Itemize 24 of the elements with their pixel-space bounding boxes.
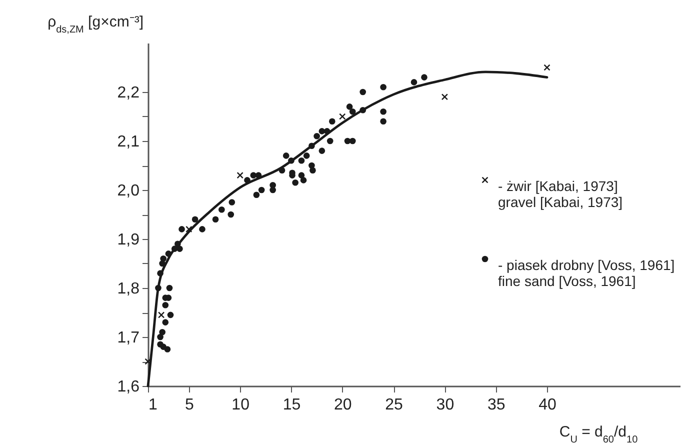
y-tick-label: 2,2 [117,84,140,102]
x-tick-label: 1 [148,396,158,414]
legend-label: - piasek drobny [Voss, 1961] fine sand [Voss, 1961] [498,257,675,289]
y-tick-label: 2,0 [117,182,140,200]
x-tick-label: 40 [538,396,556,414]
point [236,172,244,178]
x-tick-label: 5 [184,396,194,414]
y-tick-label: 1,6 [117,378,140,396]
point [339,113,346,120]
x-tick-label: 15 [282,396,301,414]
x-tick-label: 20 [334,396,352,414]
y-axis-title: ρ$_{ds,ZM}$ [g×cm⁻³] [48,14,144,35]
x-tick-label: 25 [385,396,404,414]
y-tick-label: 2,1 [117,134,140,150]
x-tick-label: 10 [232,396,250,414]
x-tick-label: 30 [436,396,454,414]
y-tick-label: 1,9 [117,232,140,248]
y-tick-label: 1,7 [117,330,140,346]
y-tick-label: 1,8 [117,280,140,298]
point [158,312,164,318]
x-tick-label: 35 [487,396,506,414]
point [442,94,448,100]
legend-label: - żwir [Kabai, 1973] gravel [Kabai, 1973] [498,178,623,210]
x-axis-title: C$_{U}$ = d$_{60}$/d$_{10}$ [559,424,638,445]
